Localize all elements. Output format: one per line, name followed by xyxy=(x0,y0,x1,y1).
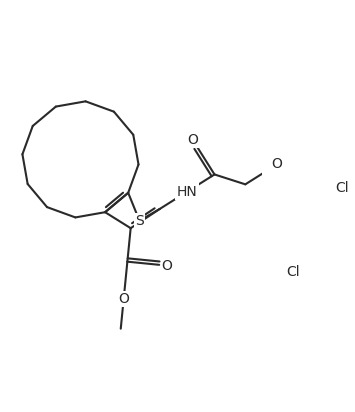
Text: S: S xyxy=(135,214,144,228)
Text: O: O xyxy=(188,133,198,147)
Text: Cl: Cl xyxy=(287,265,300,279)
Text: O: O xyxy=(162,259,173,273)
Text: HN: HN xyxy=(177,185,197,199)
Text: Cl: Cl xyxy=(335,181,349,195)
Text: O: O xyxy=(272,157,283,171)
Text: O: O xyxy=(118,292,129,306)
